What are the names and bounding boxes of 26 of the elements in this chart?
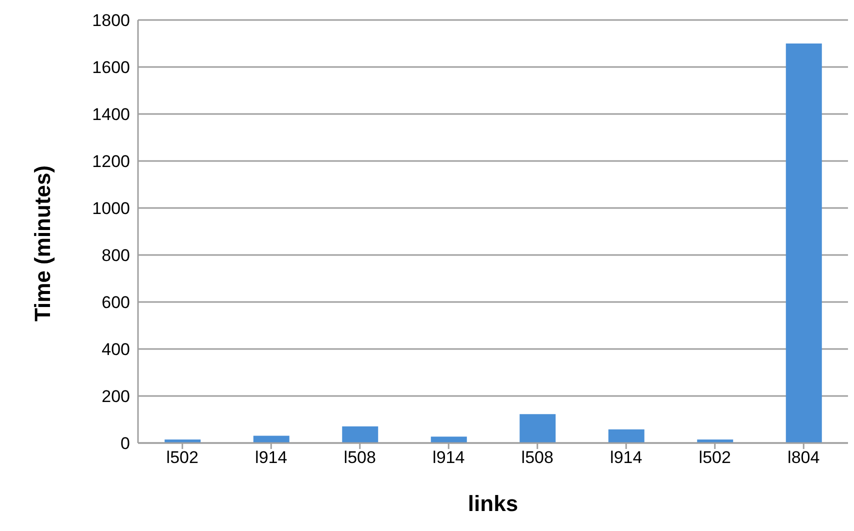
y-tick-label: 1200 bbox=[92, 152, 130, 172]
bar bbox=[253, 436, 290, 443]
y-tick-label: 1600 bbox=[92, 58, 130, 78]
bar bbox=[608, 429, 644, 443]
y-tick-label: 1800 bbox=[92, 11, 130, 30]
y-tick-label: 600 bbox=[102, 293, 130, 312]
y-tick-label: 200 bbox=[102, 387, 130, 406]
x-tick-label: l508 bbox=[521, 448, 554, 468]
y-tick-label: 400 bbox=[102, 340, 130, 360]
y-tick-label: 800 bbox=[102, 246, 130, 266]
x-tick-label: l914 bbox=[255, 448, 288, 468]
y-tick-label: 1000 bbox=[92, 199, 130, 218]
y-tick-label: 0 bbox=[120, 434, 130, 454]
y-tick-label: 1400 bbox=[92, 105, 130, 124]
x-tick-label: l508 bbox=[344, 448, 376, 468]
y-axis-title: Time (minutes) bbox=[30, 165, 55, 322]
bar bbox=[342, 426, 378, 443]
bar bbox=[430, 436, 467, 443]
bar bbox=[786, 44, 822, 443]
x-tick-label: l914 bbox=[610, 448, 642, 468]
x-tick-label: l502 bbox=[698, 448, 731, 468]
x-tick-label: l914 bbox=[432, 448, 465, 468]
x-tick-label: l804 bbox=[788, 448, 820, 468]
x-axis-title: links bbox=[468, 491, 518, 516]
x-tick-label: l502 bbox=[166, 448, 198, 468]
bar bbox=[520, 414, 556, 443]
